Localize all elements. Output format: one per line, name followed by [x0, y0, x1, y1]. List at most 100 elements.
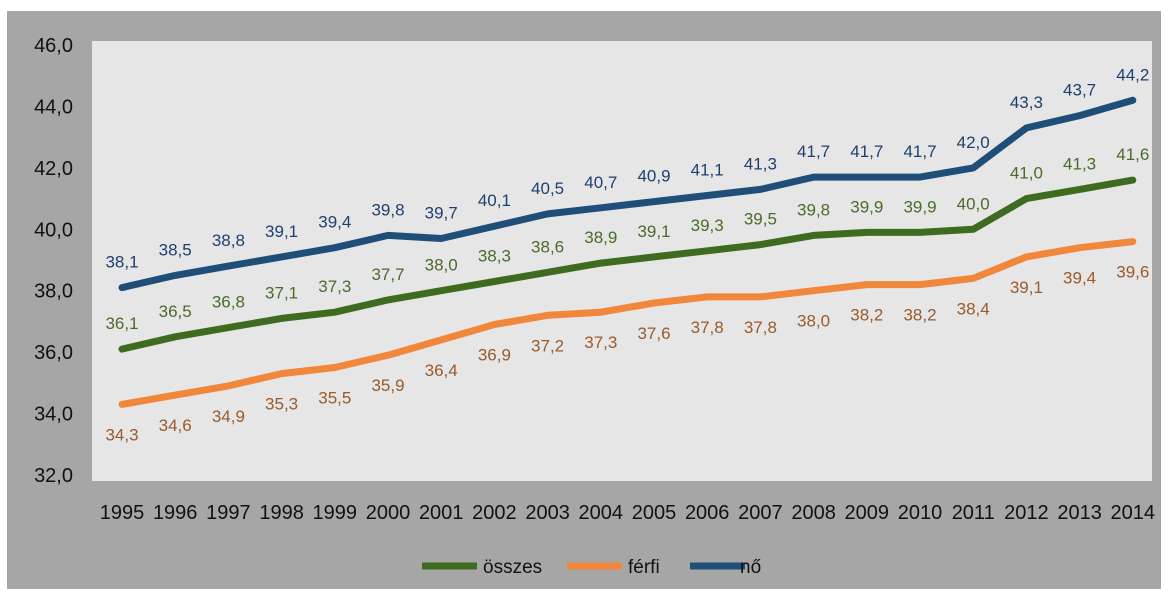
data-label: 43,3 [1010, 93, 1043, 112]
data-label: 35,3 [265, 395, 298, 414]
x-tick-label: 2006 [685, 502, 730, 524]
data-label: 39,9 [903, 197, 936, 216]
x-tick-label: 2014 [1111, 502, 1156, 524]
x-tick-label: 1996 [153, 502, 198, 524]
data-label: 38,1 [105, 253, 138, 272]
x-tick-label: 2009 [845, 502, 890, 524]
x-tick-label: 2000 [366, 502, 411, 524]
data-label: 38,0 [425, 256, 458, 275]
data-label: 39,4 [318, 213, 351, 232]
x-tick-label: 2013 [1057, 502, 1102, 524]
y-tick-label: 34,0 [34, 404, 73, 426]
data-label: 40,5 [531, 179, 564, 198]
x-tick-label: 2008 [791, 502, 836, 524]
data-label: 40,9 [637, 167, 670, 186]
data-label: 36,8 [212, 293, 245, 312]
x-axis: 1995 1996 1997 1998 1999 2000 2001 2002 2003 2004… [100, 502, 1155, 524]
data-label: 39,5 [744, 210, 777, 229]
y-tick-label: 40,0 [34, 219, 73, 241]
data-label: 38,9 [584, 228, 617, 247]
legend-label: férfi [628, 557, 660, 578]
data-label: 38,4 [957, 299, 990, 318]
chart-frame: 32,0 34,0 36,0 38,0 40,0 42,0 44,0 46,0 1995 199… [7, 11, 1161, 589]
x-tick-label: 2002 [472, 502, 517, 524]
data-label: 39,3 [691, 216, 724, 235]
x-tick-label: 2012 [1004, 502, 1049, 524]
x-tick-label: 2011 [952, 502, 995, 524]
data-label: 39,6 [1116, 263, 1149, 282]
data-label: 35,5 [318, 389, 351, 408]
data-label: 43,7 [1063, 81, 1096, 100]
data-label: 37,6 [637, 324, 670, 343]
series-line-2 [118, 96, 1137, 292]
data-label: 41,7 [850, 142, 883, 161]
data-labels: 36,1 36,5 36,8 37,1 37,3 37,7 38,0 38,3 38,6 38,9… [105, 65, 1149, 444]
y-axis: 32,0 34,0 36,0 38,0 40,0 42,0 44,0 46,0 [34, 35, 73, 487]
data-label: 38,6 [531, 237, 564, 256]
data-label: 39,4 [1063, 269, 1096, 288]
x-tick-label: 2007 [738, 502, 783, 524]
data-label: 41,1 [691, 161, 724, 180]
data-label: 41,3 [1063, 154, 1096, 173]
y-tick-label: 44,0 [34, 96, 73, 118]
x-tick-label: 2005 [632, 502, 677, 524]
data-label: 41,0 [1010, 164, 1043, 183]
data-label: 37,3 [318, 277, 351, 296]
data-label: 41,7 [797, 142, 830, 161]
y-tick-label: 32,0 [34, 465, 73, 487]
line-chart: 32,034,036,038,040,042,044,046,0 1995 199… [34, 35, 1155, 578]
data-label: 38,5 [159, 240, 192, 259]
data-label: 39,1 [265, 222, 298, 241]
y-tick-label: 46,0 [34, 35, 73, 57]
data-label: 40,0 [957, 194, 990, 213]
x-tick-label: 1999 [313, 502, 358, 524]
data-label: 39,1 [1010, 278, 1043, 297]
series-line-1 [118, 238, 1137, 408]
data-label: 36,5 [159, 302, 192, 321]
data-label: 41,6 [1116, 145, 1149, 164]
data-label: 42,0 [957, 133, 990, 152]
data-label: 34,6 [159, 416, 192, 435]
legend-label: összes [483, 557, 542, 578]
data-label: 35,9 [371, 376, 404, 395]
data-label: 38,2 [903, 306, 936, 325]
series-lines [118, 96, 1137, 408]
data-label: 39,8 [797, 200, 830, 219]
data-label: 39,1 [637, 222, 670, 241]
data-label: 37,8 [744, 318, 777, 337]
data-label: 36,4 [425, 361, 458, 380]
data-label: 37,3 [584, 333, 617, 352]
y-tick-label: 42,0 [34, 158, 73, 180]
x-tick-label: 1995 [100, 502, 145, 524]
data-label: 37,2 [531, 336, 564, 355]
data-label: 34,9 [212, 407, 245, 426]
data-label: 39,9 [850, 197, 883, 216]
legend-label: nő [740, 557, 761, 578]
data-label: 39,8 [371, 200, 404, 219]
x-tick-label: 2001 [419, 502, 464, 524]
x-tick-label: 2010 [898, 502, 943, 524]
data-label: 44,2 [1116, 65, 1149, 84]
data-label: 41,3 [744, 154, 777, 173]
x-tick-label: 1998 [259, 502, 304, 524]
x-tick-label: 2003 [525, 502, 570, 524]
data-label: 36,9 [478, 346, 511, 365]
y-tick-label: 38,0 [34, 281, 73, 303]
data-label: 34,3 [105, 425, 138, 444]
data-label: 38,2 [850, 306, 883, 325]
data-label: 38,3 [478, 247, 511, 266]
data-label: 37,7 [371, 265, 404, 284]
data-label: 40,7 [584, 173, 617, 192]
data-label: 41,7 [903, 142, 936, 161]
y-tick-label: 36,0 [34, 342, 73, 364]
data-label: 37,1 [265, 283, 298, 302]
data-label: 40,1 [478, 191, 511, 210]
data-label: 38,8 [212, 231, 245, 250]
x-tick-label: 1997 [206, 502, 251, 524]
series-line-0 [118, 176, 1137, 353]
x-tick-label: 2004 [579, 502, 624, 524]
data-label: 37,8 [691, 318, 724, 337]
legend: összes férfi nő [422, 557, 761, 578]
data-label: 39,7 [425, 204, 458, 223]
data-label: 38,0 [797, 312, 830, 331]
